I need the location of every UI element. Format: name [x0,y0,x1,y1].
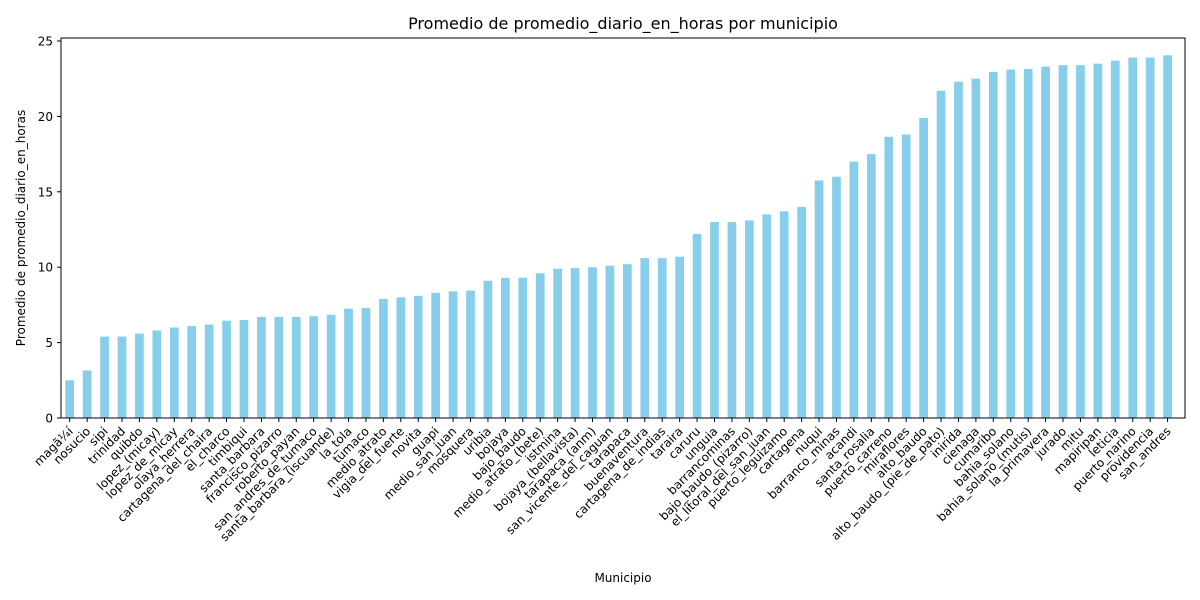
bar [623,264,632,418]
bar [1006,69,1016,419]
x-axis-label: Municipio [594,571,651,585]
bar [710,221,719,418]
bar [117,336,127,418]
plot-frame [60,37,1186,419]
bar [588,267,597,418]
y-tick-label: 0 [45,412,53,426]
bar [988,71,998,418]
bar [344,308,353,418]
bar [326,314,336,418]
bar [431,292,441,418]
y-tick-label: 15 [38,185,53,199]
bar [605,265,615,418]
bar [361,307,371,418]
bar [1076,65,1085,419]
bar [65,380,75,418]
bars [65,55,1172,419]
bar [135,333,144,418]
y-tick-label: 5 [45,336,53,350]
bar [797,206,806,418]
bar [814,180,824,418]
bar [1110,60,1120,418]
bar [954,81,963,418]
bar [936,90,946,419]
bar [744,220,754,418]
bar [692,234,702,418]
bar [448,291,458,418]
x-axis-ticks: magã¼ínosuciosipitrinidadquibdolopez_(mi… [31,418,1174,544]
bar [919,117,928,419]
bar [152,330,162,418]
bar [274,316,284,418]
bar [1093,63,1103,419]
bar [1041,66,1050,419]
bar [239,319,249,418]
y-axis-ticks: 0 5 10 15 20 25 [38,35,61,426]
bar [657,258,667,418]
y-axis-label: Promedio de promedio_diario_en_horas [14,110,28,346]
bar [100,336,109,418]
bar [501,277,510,418]
bar [553,268,563,418]
bar [204,324,214,418]
bar [971,78,981,418]
bar [82,370,92,418]
bar [1163,55,1172,418]
bar [1145,57,1155,418]
bar [309,316,319,418]
bar [483,280,493,418]
bar [884,136,894,418]
bar [291,316,301,418]
bar [1128,57,1138,418]
bar [257,316,266,418]
bar [518,277,528,418]
bar [779,211,789,418]
bar [396,297,406,418]
bar [413,295,423,418]
bar [222,320,231,418]
bar [675,256,684,418]
bar [379,298,388,418]
bar [640,258,650,418]
bar [849,161,859,418]
y-tick-label: 20 [38,110,53,124]
y-tick-label: 10 [38,261,53,275]
bar [535,273,545,418]
y-tick-label: 25 [38,35,53,49]
bar [727,221,737,418]
bar [466,290,475,418]
bar [1058,65,1068,419]
bar [832,176,841,418]
bar [570,267,580,418]
bar [866,154,876,418]
bar [762,214,772,418]
bar [187,326,197,418]
bar [169,327,179,418]
bar [1023,68,1033,419]
chart-title: Promedio de promedio_diario_en_horas por… [408,14,838,34]
bar [901,134,911,418]
